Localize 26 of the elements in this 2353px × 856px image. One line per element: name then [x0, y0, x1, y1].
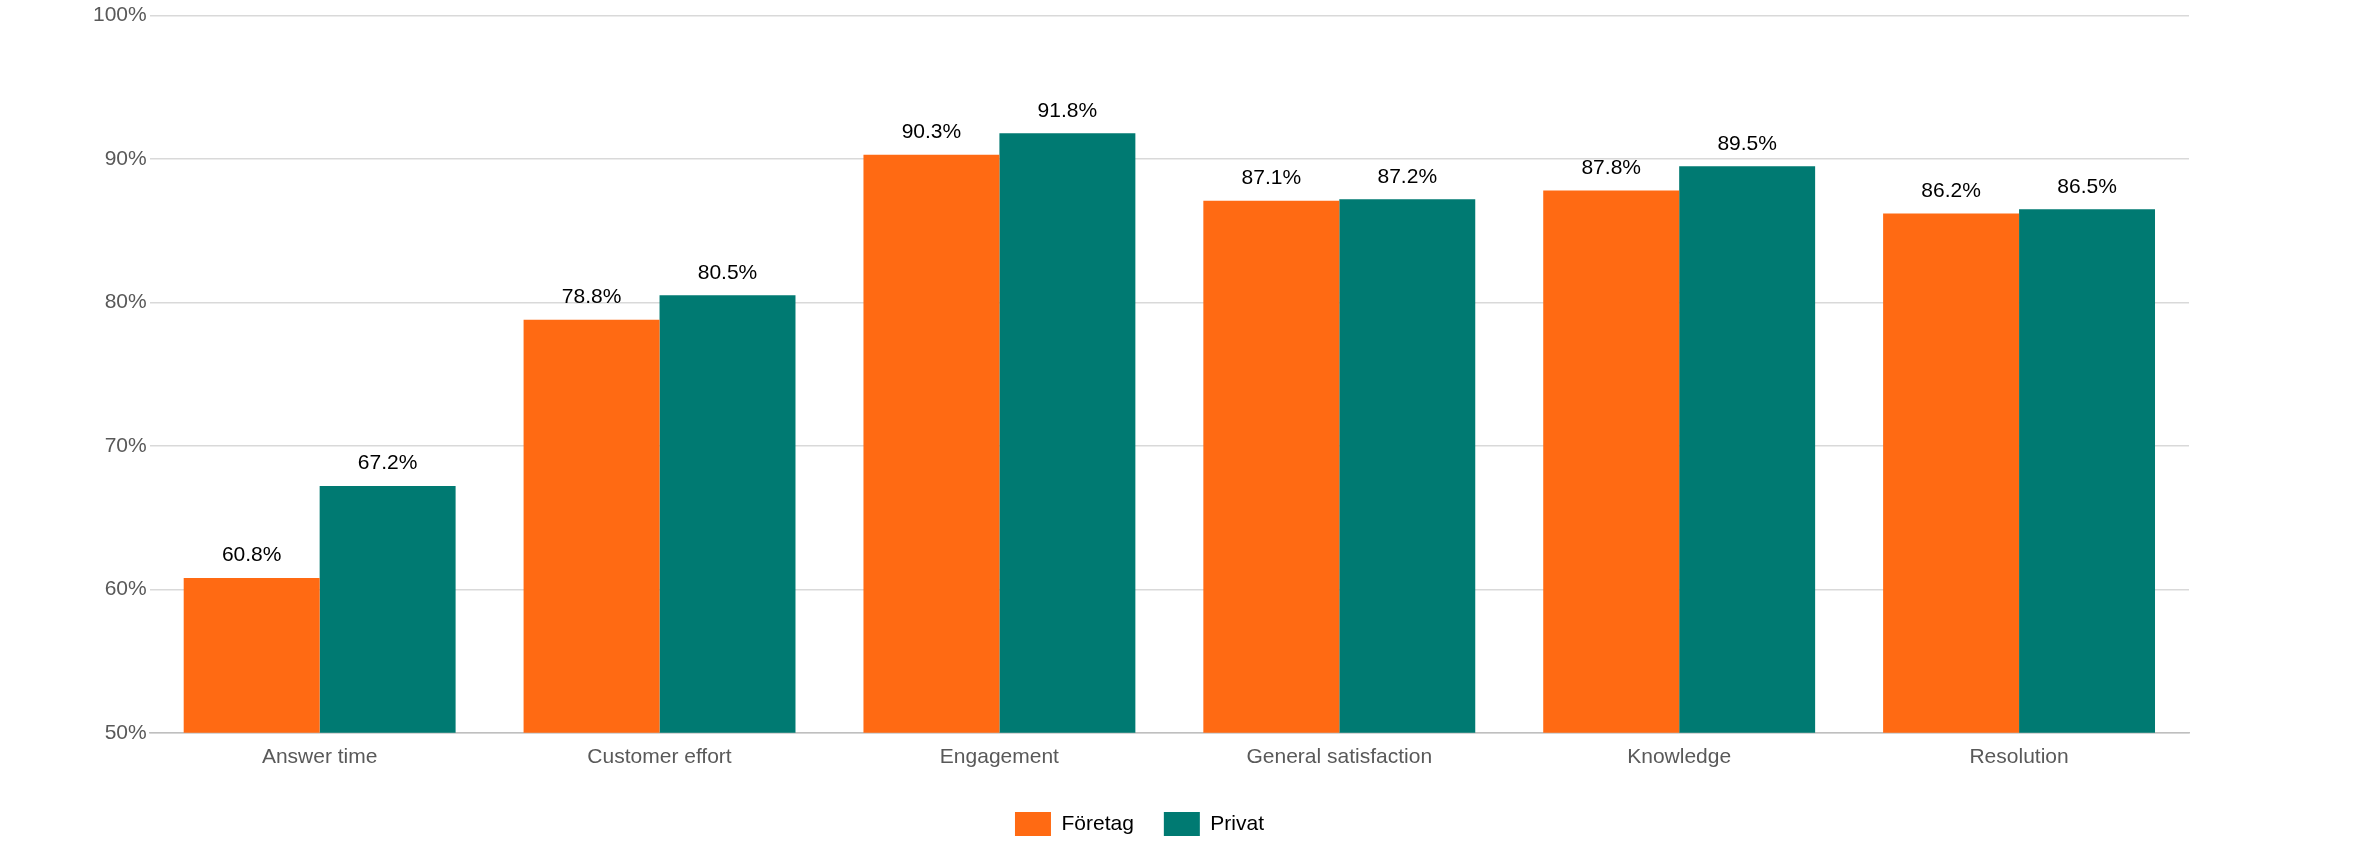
data-label: 91.8% [1037, 97, 1098, 121]
x-tick-label: Knowledge [1627, 744, 1732, 768]
y-tick-label: 80% [104, 289, 147, 313]
y-tick-label: 50% [104, 719, 147, 743]
data-label: 90.3% [901, 119, 962, 143]
x-tick-label: Customer effort [587, 744, 732, 768]
y-tick-label: 70% [104, 432, 147, 456]
data-label: 78.8% [561, 283, 622, 307]
y-tick-label: 60% [104, 576, 147, 600]
legend-label: Företag [1061, 810, 1134, 834]
legend-label: Privat [1210, 810, 1265, 834]
data-label: 87.1% [1241, 164, 1302, 188]
x-tick-label: Engagement [939, 744, 1060, 768]
data-label: 67.2% [357, 450, 418, 474]
data-label: 87.2% [1377, 163, 1438, 187]
data-label: 87.8% [1581, 154, 1641, 178]
data-label: 86.2% [1921, 177, 1981, 201]
data-label: 80.5% [697, 259, 758, 283]
y-tick-label: 90% [104, 145, 147, 169]
x-tick-label: Answer time [261, 744, 378, 768]
x-tick-label: General satisfaction [1246, 744, 1433, 768]
data-label: 60.8% [221, 542, 282, 566]
y-tick-label: 100% [92, 2, 147, 26]
x-tick-label: Resolution [1969, 744, 2069, 768]
data-label: 89.5% [1717, 130, 1777, 154]
data-label: 86.5% [2057, 173, 2117, 197]
